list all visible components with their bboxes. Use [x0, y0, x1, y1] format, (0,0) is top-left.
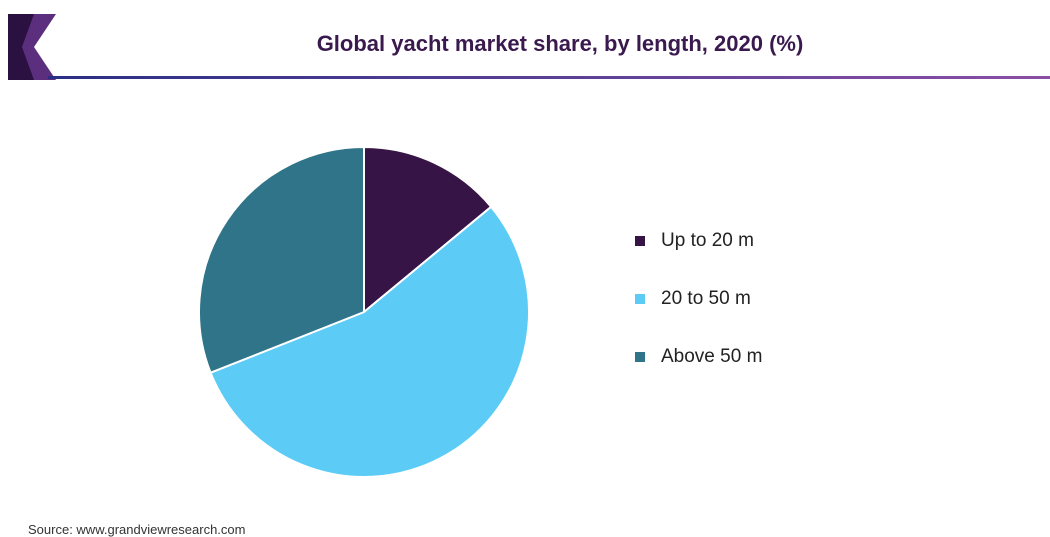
legend-label: Above 50 m — [661, 346, 763, 367]
chart-legend: Up to 20 m 20 to 50 m Above 50 m — [635, 212, 762, 386]
source-note: Source: www.grandviewresearch.com — [28, 522, 246, 537]
chart-title: Global yacht market share, by length, 20… — [316, 31, 804, 56]
legend-swatch-icon — [635, 294, 645, 304]
pie-slice-up-to-20-m — [363, 145, 493, 315]
legend-label: Up to 20 m — [661, 230, 754, 251]
legend-item-up-to-20m: Up to 20 m — [635, 212, 762, 270]
brand-logo-icon — [8, 14, 56, 80]
legend-swatch-icon — [635, 236, 645, 246]
legend-item-20-to-50m: 20 to 50 m — [635, 270, 762, 328]
pie-slice-20-to-50-m — [209, 205, 530, 478]
legend-swatch-icon — [635, 352, 645, 362]
pie-slice-above-50-m — [198, 145, 365, 375]
legend-item-above-50m: Above 50 m — [635, 328, 762, 386]
header-divider — [48, 76, 1050, 79]
legend-label: 20 to 50 m — [661, 288, 751, 309]
